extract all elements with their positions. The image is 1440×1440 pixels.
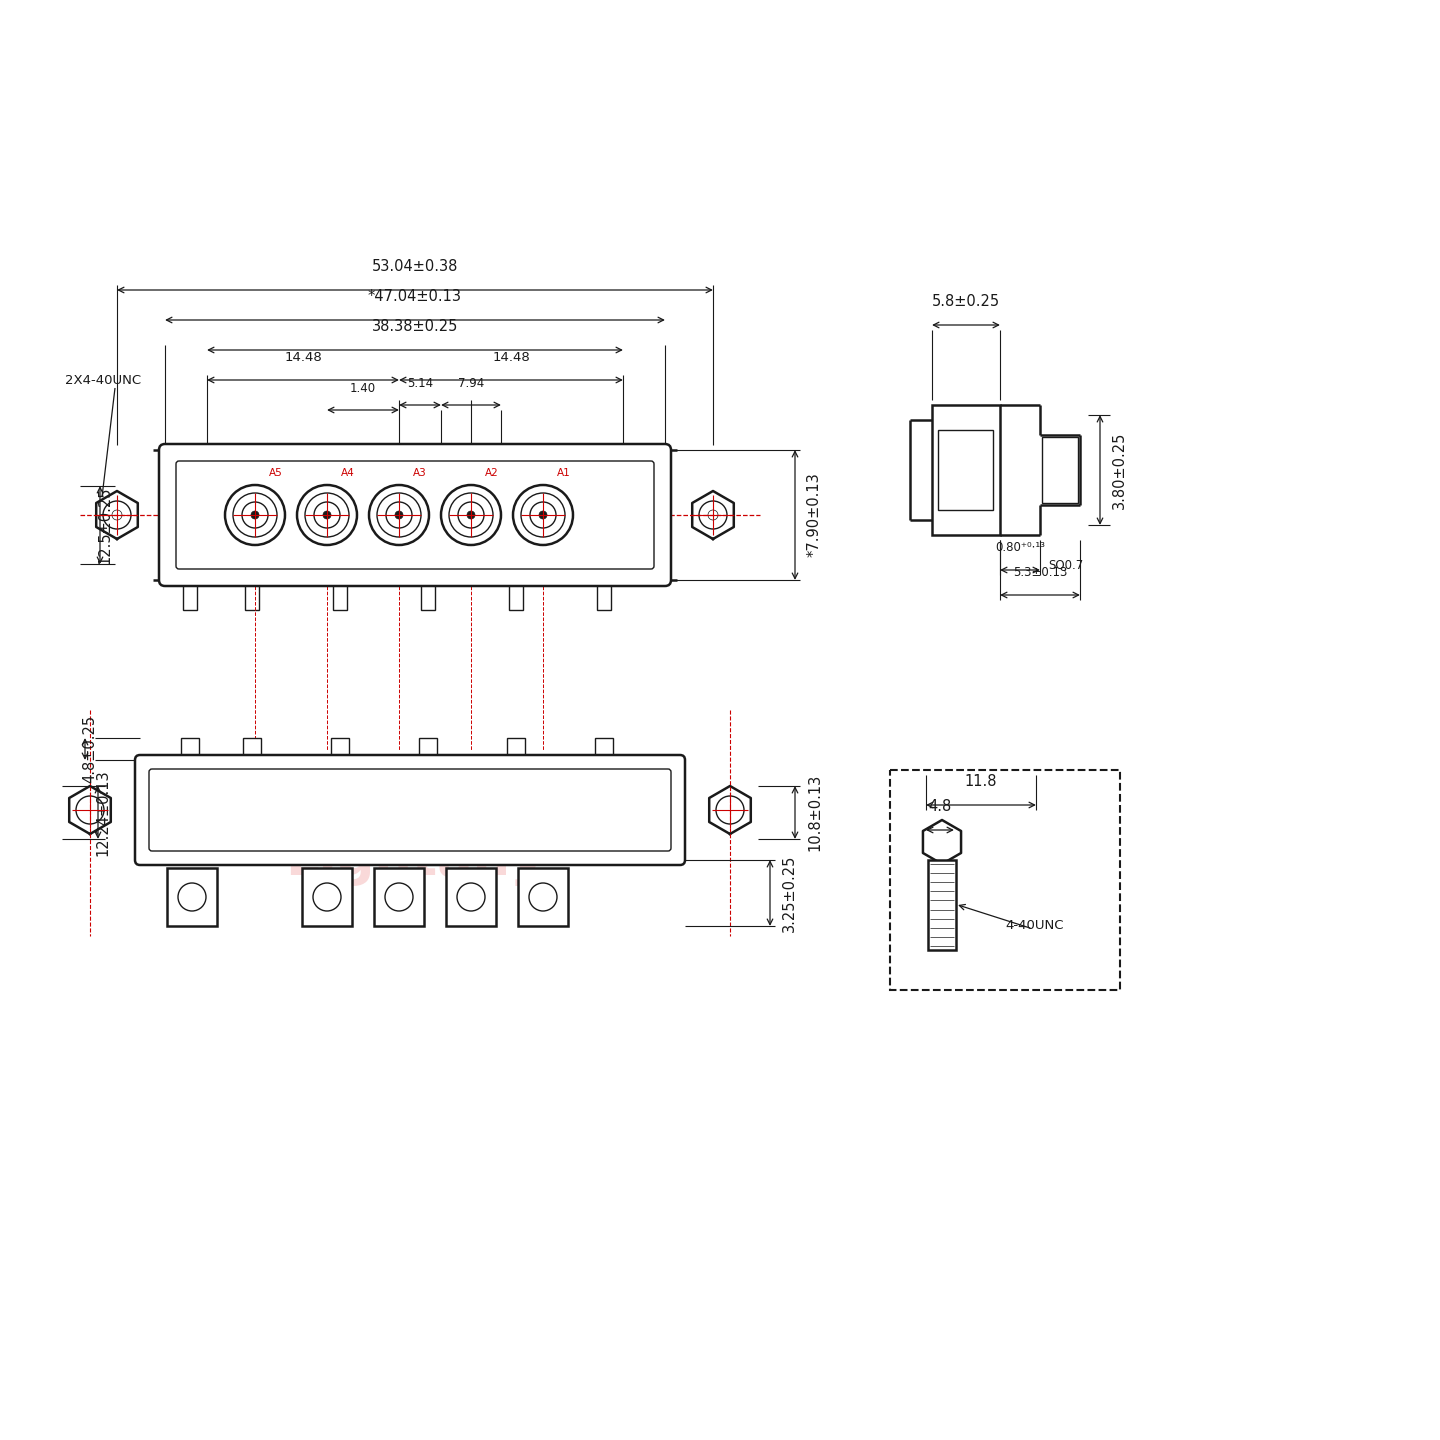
Bar (183, 582, 197, 611)
Text: 14.48: 14.48 (492, 351, 530, 364)
Text: 10.8±0.13: 10.8±0.13 (806, 773, 822, 851)
Bar (1043, 436, 1079, 503)
Text: Lightany: Lightany (285, 834, 544, 886)
Text: 38.38±0.25: 38.38±0.25 (372, 320, 458, 334)
Bar (243, 739, 261, 760)
FancyBboxPatch shape (148, 769, 671, 851)
Bar (333, 582, 347, 611)
Text: Lightany: Lightany (285, 494, 544, 546)
FancyBboxPatch shape (135, 755, 685, 865)
Text: 4.8±0.25: 4.8±0.25 (82, 714, 96, 783)
Text: 0.80⁺⁰⋅¹³: 0.80⁺⁰⋅¹³ (995, 541, 1045, 554)
Text: A4: A4 (341, 468, 354, 478)
Circle shape (395, 511, 403, 518)
Bar (181, 739, 199, 760)
Text: 11.8: 11.8 (965, 775, 998, 789)
Text: 2X4-40UNC: 2X4-40UNC (65, 373, 141, 386)
Text: 12.24±0.13: 12.24±0.13 (95, 769, 109, 855)
Text: A2: A2 (485, 468, 498, 478)
Circle shape (467, 511, 475, 518)
Circle shape (539, 511, 547, 518)
Circle shape (323, 511, 331, 518)
Text: 7.94: 7.94 (458, 377, 484, 390)
Bar (245, 582, 259, 611)
Bar (374, 868, 423, 926)
Circle shape (251, 511, 259, 518)
Text: SQ0.7: SQ0.7 (1048, 559, 1083, 572)
Text: A3: A3 (413, 468, 426, 478)
FancyBboxPatch shape (176, 461, 654, 569)
FancyBboxPatch shape (158, 444, 671, 586)
Bar (518, 868, 567, 926)
Text: 4-40UNC: 4-40UNC (1005, 919, 1064, 932)
Bar (932, 405, 999, 536)
Text: 12.5±0.25: 12.5±0.25 (96, 487, 112, 563)
Bar (890, 770, 1120, 991)
Bar (508, 582, 523, 611)
Bar (598, 582, 611, 611)
Bar (937, 431, 994, 510)
Text: 4.8: 4.8 (929, 799, 952, 814)
Bar (927, 860, 956, 950)
Text: 3.25±0.25: 3.25±0.25 (782, 854, 796, 932)
Text: A5: A5 (269, 468, 282, 478)
Bar (302, 868, 351, 926)
Text: 53.04±0.38: 53.04±0.38 (372, 259, 458, 274)
Bar (419, 739, 436, 760)
Text: 5.3±0.13: 5.3±0.13 (1012, 566, 1067, 579)
Text: 1.40: 1.40 (350, 382, 376, 395)
Text: 14.48: 14.48 (284, 351, 323, 364)
Bar (507, 739, 526, 760)
Text: *47.04±0.13: *47.04±0.13 (369, 289, 462, 304)
Bar (331, 739, 348, 760)
Bar (167, 868, 217, 926)
Text: 3.80±0.25: 3.80±0.25 (1112, 432, 1128, 508)
Bar (420, 582, 435, 611)
Text: 5.8±0.25: 5.8±0.25 (932, 294, 999, 310)
Text: A1: A1 (557, 468, 570, 478)
Text: 5.14: 5.14 (408, 377, 433, 390)
Text: *7.90±0.13: *7.90±0.13 (806, 472, 822, 557)
Bar (595, 739, 613, 760)
Bar (446, 868, 495, 926)
